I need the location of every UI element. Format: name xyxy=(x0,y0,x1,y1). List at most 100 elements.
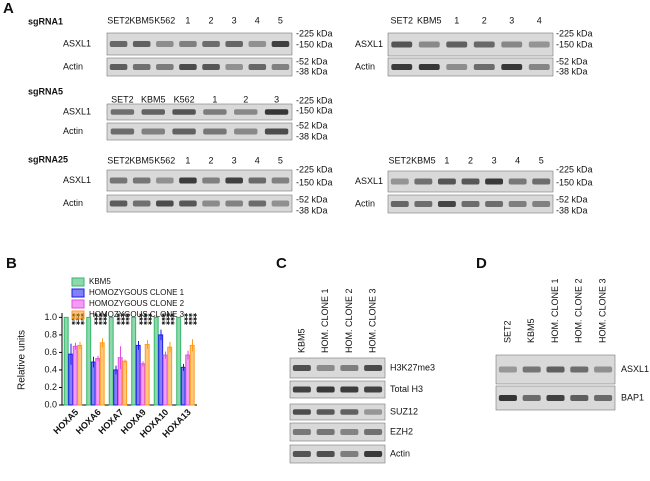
band xyxy=(292,451,311,457)
blot-strip xyxy=(387,57,554,77)
band xyxy=(156,41,174,47)
band xyxy=(292,365,311,371)
band xyxy=(414,178,433,185)
y-tick-label: 0.2 xyxy=(44,382,57,392)
band xyxy=(248,41,267,47)
bar xyxy=(167,346,173,406)
blot-strip xyxy=(289,380,386,399)
blot-title: sgRNA1 xyxy=(28,16,63,26)
band xyxy=(271,41,290,47)
bar xyxy=(72,345,78,406)
band xyxy=(418,41,440,48)
band xyxy=(485,201,504,207)
row-label: ASXL1 xyxy=(621,364,649,374)
blot-strip xyxy=(106,32,293,56)
significance: *** xyxy=(160,313,171,325)
band xyxy=(248,200,267,207)
band xyxy=(179,200,197,207)
row-label: ASXL1 xyxy=(355,39,383,49)
band xyxy=(316,409,335,415)
band xyxy=(248,64,267,70)
marker-label: -38 kDa xyxy=(296,66,328,76)
marker-label: -150 kDa xyxy=(296,177,333,187)
bar xyxy=(185,354,191,406)
bar xyxy=(122,360,128,406)
blot-strip xyxy=(106,57,293,77)
row-label: SUZ12 xyxy=(390,406,418,416)
band xyxy=(364,409,383,415)
lane-label: 4 xyxy=(255,15,260,25)
band xyxy=(141,109,165,115)
band xyxy=(202,200,220,207)
band xyxy=(461,178,480,185)
band xyxy=(364,365,383,371)
band xyxy=(109,200,128,207)
marker-label: -52 kDa xyxy=(556,56,588,66)
legend-label: HOMOZYGOUS CLONE 1 xyxy=(89,288,185,297)
bar xyxy=(140,363,146,406)
band xyxy=(132,64,151,70)
blot-strip xyxy=(387,32,554,57)
bar xyxy=(131,316,137,406)
lane-label: 2 xyxy=(209,155,214,165)
bar xyxy=(99,342,105,406)
band xyxy=(414,201,433,207)
band xyxy=(109,41,128,47)
marker-label: -225 kDa xyxy=(296,164,333,174)
band xyxy=(340,365,359,371)
row-label: EZH2 xyxy=(390,426,413,436)
row-label: Actin xyxy=(355,61,375,71)
lane-label: K562 xyxy=(154,15,175,25)
marker-label: -225 kDa xyxy=(296,95,333,105)
lane-label: HOM. CLONE 1 xyxy=(550,278,560,343)
row-label: Actin xyxy=(63,126,83,136)
band xyxy=(570,366,589,373)
marker-label: -52 kDa xyxy=(556,194,588,204)
band xyxy=(391,41,413,48)
legend-label: HOMOZYGOUS CLONE 3 xyxy=(89,310,185,319)
band xyxy=(546,395,565,401)
band xyxy=(234,128,258,135)
lane-label: HOM. CLONE 2 xyxy=(344,288,354,353)
band xyxy=(141,128,165,135)
row-label: Actin xyxy=(355,198,375,208)
legend-label: KBM5 xyxy=(89,277,111,286)
lane-label: SET2 xyxy=(390,15,413,25)
row-label: Actin xyxy=(390,448,410,458)
lane-label: SET2 xyxy=(111,94,134,104)
band xyxy=(202,177,220,184)
band xyxy=(522,395,541,401)
lane-label: 2 xyxy=(468,155,473,165)
bar xyxy=(113,369,119,406)
band xyxy=(156,64,174,70)
band xyxy=(498,366,517,373)
lane-label: 5 xyxy=(278,15,283,25)
band xyxy=(109,177,128,184)
panel-label: C xyxy=(276,255,287,272)
band xyxy=(390,201,409,207)
band xyxy=(156,200,174,207)
significance: *** xyxy=(133,313,144,325)
band xyxy=(522,366,541,373)
lane-label: 1 xyxy=(444,155,449,165)
band xyxy=(316,365,335,371)
band xyxy=(364,429,383,435)
marker-label: -225 kDa xyxy=(556,28,593,38)
band xyxy=(271,64,290,70)
band xyxy=(501,64,523,70)
lane-label: K562 xyxy=(154,155,175,165)
lane-label: 3 xyxy=(232,155,237,165)
blot-strip xyxy=(106,194,293,213)
legend-swatch xyxy=(71,277,85,287)
bar xyxy=(176,316,182,406)
legend-swatch xyxy=(71,310,85,320)
significance: *** xyxy=(110,313,121,325)
lane-label: HOM. CLONE 3 xyxy=(368,288,378,353)
significance: *** xyxy=(182,313,193,325)
band xyxy=(461,201,480,207)
blot-strip xyxy=(289,422,386,442)
row-label: ASXL1 xyxy=(63,38,91,48)
marker-label: -38 kDa xyxy=(556,66,588,76)
marker-label: -38 kDa xyxy=(556,205,588,215)
